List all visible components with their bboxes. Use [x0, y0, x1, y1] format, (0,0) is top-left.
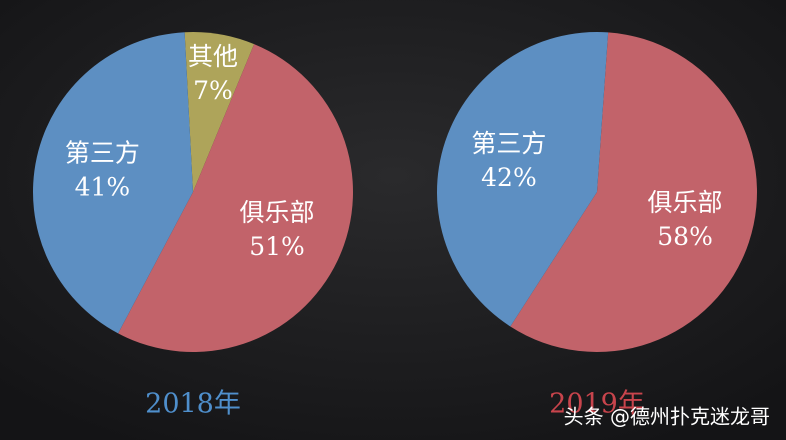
chart-title: 2019年: [549, 389, 645, 420]
slice-label: 俱乐部: [239, 198, 314, 227]
slice-value-label: 41%: [75, 172, 131, 201]
slice-value-label: 58%: [657, 222, 713, 251]
slice-label: 俱乐部: [648, 188, 723, 217]
slice-value-label: 42%: [481, 163, 537, 192]
slice-label: 第三方: [471, 129, 546, 158]
pie-slice: [436, 32, 609, 327]
pie-slice: [510, 32, 757, 352]
slice-value-label: 7%: [193, 76, 233, 105]
slice-label: 第三方: [65, 138, 140, 167]
chart-title: 2018年: [145, 389, 241, 420]
watermark: 头条 @德州扑克迷龙哥: [564, 405, 770, 429]
slice-value-label: 51%: [249, 232, 305, 261]
pie-slice: [184, 32, 255, 192]
slice-label: 其他: [188, 42, 238, 71]
pie-slice: [33, 32, 193, 334]
pie-slice: [118, 44, 353, 352]
